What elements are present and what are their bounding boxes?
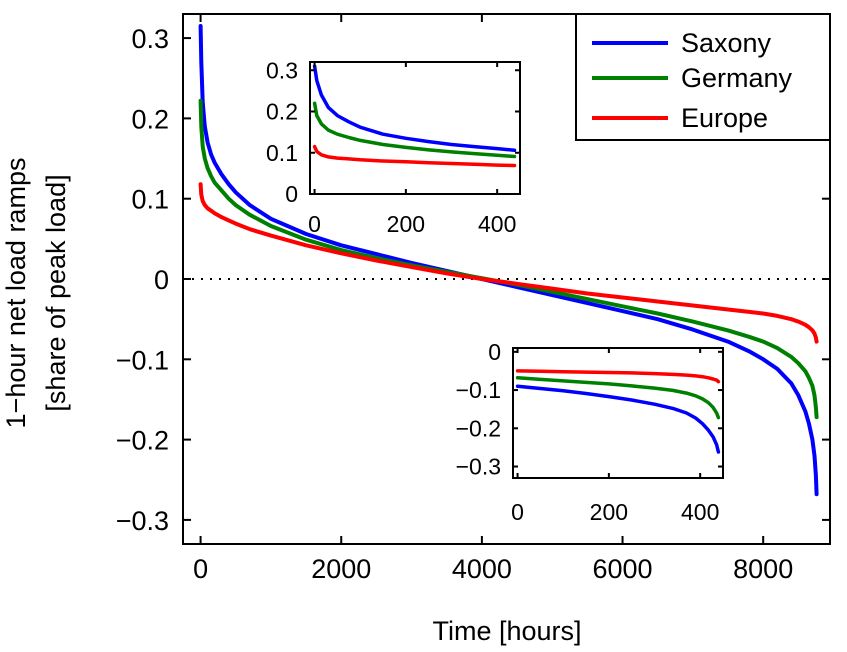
main-y-tick-label: −0.3 — [116, 506, 169, 536]
main-x-tick-label: 6000 — [592, 554, 652, 584]
inset-top-left-plot: 0 200 400 0 0.1 0.2 0.3 — [266, 57, 521, 237]
inset2-x-tick-label: 400 — [681, 499, 719, 525]
main-y-tick-label: 0.1 — [131, 185, 169, 215]
inset1-y-tick-label: 0 — [285, 181, 298, 207]
main-x-tick-label: 0 — [193, 554, 208, 584]
inset-bottom-right-plot: 0 200 400 −0.3 −0.2 −0.1 0 — [456, 339, 724, 525]
main-plot-area: 0 2000 4000 6000 8000−0.3−0.2−0.100.10.20.3 — [116, 13, 831, 584]
inset1-x-tick-label: 200 — [387, 211, 425, 237]
main-y-tick-label: −0.1 — [116, 345, 169, 375]
y-axis-label-line2: [share of peak load] — [41, 174, 71, 411]
legend-label-saxony: Saxony — [681, 28, 772, 58]
inset2-x-tick-label: 0 — [511, 499, 524, 525]
inset1-series-saxony — [312, 64, 517, 153]
main-y-tick-label: 0.2 — [131, 104, 169, 134]
main-y-tick-label: 0.3 — [131, 24, 169, 54]
main-x-tick-label: 4000 — [452, 554, 512, 584]
inset2-series-europe — [515, 369, 721, 384]
inset2-y-tick-label: −0.2 — [456, 415, 501, 441]
inset1-y-tick-label: 0.3 — [266, 57, 298, 83]
inset2-series-germany — [515, 376, 721, 420]
legend-label-germany: Germany — [681, 63, 793, 93]
inset2-y-tick-label: −0.3 — [456, 454, 501, 480]
inset1-x-tick-label: 400 — [478, 211, 516, 237]
inset2-frame — [512, 347, 724, 479]
y-axis-label-line1: 1−hour net load ramps — [1, 158, 31, 429]
inset1-series-europe — [312, 144, 517, 168]
main-y-tick-label: 0 — [154, 265, 169, 295]
inset2-y-tick-label: 0 — [488, 339, 501, 365]
main-x-tick-label: 2000 — [311, 554, 371, 584]
main-x-tick-label: 8000 — [733, 554, 793, 584]
inset2-x-tick-label: 200 — [590, 499, 628, 525]
inset2-series-saxony — [515, 384, 721, 454]
inset1-y-tick-label: 0.2 — [266, 99, 298, 125]
inset1-x-tick-label: 0 — [308, 211, 321, 237]
main-y-tick-label: −0.2 — [116, 426, 169, 456]
legend-label-europe: Europe — [681, 103, 768, 133]
inset1-frame — [309, 61, 521, 195]
main-series-europe — [198, 182, 819, 344]
inset1-series-germany — [312, 101, 517, 159]
legend: Saxony Germany Europe — [575, 13, 831, 141]
inset1-y-tick-label: 0.1 — [266, 140, 298, 166]
inset2-y-tick-label: −0.1 — [456, 377, 501, 403]
x-axis-label: Time [hours] — [432, 616, 581, 646]
